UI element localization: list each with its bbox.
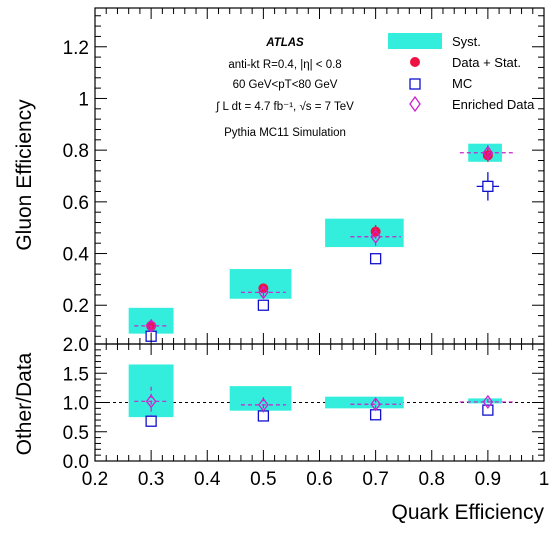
ratio-ytick-label: 0.0 [63,452,89,473]
legend-syst-swatch [388,33,442,49]
main-ytick-label: 0.6 [63,193,89,214]
ratio-square-0 [145,415,157,427]
xtick-label: 0.4 [194,469,221,490]
legend-data-marker [410,57,420,67]
legend-syst-label: Syst. [452,34,481,49]
xtick-label: 0.6 [306,469,332,490]
legend-mc-label: MC [452,76,472,91]
x-axis-title: Quark Efficiency [391,501,544,524]
pt-range-label: 60 GeV<pT<80 GeV [233,79,338,91]
xtick-label: 0.3 [138,469,164,490]
jet-algorithm-label: anti-kt R=0.4, |η| < 0.8 [228,59,341,71]
axis-ticks: 0.2 0.4 0.6 0.8 1 1.2 0.0 0.5 1.0 1.5 2.0 0.2 0.3 0.4… [63,8,550,490]
ratio-box-2 [325,396,404,409]
legend-data-label: Data + Stat. [452,55,521,70]
ratio-diamond-0 [145,394,157,409]
y-axis-title-ratio: Other/Data [13,352,36,455]
main-ytick-label: 1.2 [63,38,89,59]
xtick-label: 0.9 [475,469,501,490]
main-panel [128,143,516,342]
ratio-ytick-label: 1.0 [63,394,89,415]
xtick-label: 1 [539,469,550,490]
legend: Syst. Data + Stat. MC Enriched Data [388,33,535,113]
ratio-panel [95,364,544,427]
main-diamond-0 [145,318,157,333]
xtick-label: 0.7 [362,469,388,490]
legend-enriched-marker [409,95,421,113]
simulation-label: Pythia MC11 Simulation [224,127,346,139]
ratio-square-1 [257,410,270,422]
xtick-label: 0.5 [250,469,276,490]
experiment-label: ATLAS [265,37,304,49]
main-box-2 [325,218,404,248]
main-ytick-label: 0.2 [63,296,89,317]
main-diamond-3 [482,145,494,160]
ratio-square-3 [482,404,494,416]
legend-enriched-label: Enriched Data [452,97,535,112]
main-square-1 [257,299,270,311]
main-diamond-2 [370,229,381,244]
ratio-diamond-1 [258,397,269,412]
xtick-label: 0.8 [419,469,445,490]
luminosity-label: ∫ L dt = 4.7 fb⁻¹, √s = 7 TeV [215,100,354,113]
main-ytick-label: 0.4 [63,245,90,266]
legend-mc-marker [409,78,421,90]
main-square-2 [369,253,382,265]
ratio-diamond-3 [482,394,494,409]
main-ytick-label: 1 [78,89,89,110]
ratio-ytick-label: 1.5 [63,364,89,385]
ratio-box-3 [468,398,502,404]
xtick-label: 0.2 [82,469,108,490]
ratio-diamond-2 [370,397,381,412]
y-axis-title-main: Gluon Efficiency [13,99,36,251]
main-diamond-1 [258,285,269,300]
ratio-ytick-label: 2.0 [63,335,89,356]
main-square-3 [482,180,494,192]
ratio-ytick-label: 0.5 [63,423,89,444]
main-ytick-label: 0.8 [63,141,89,162]
